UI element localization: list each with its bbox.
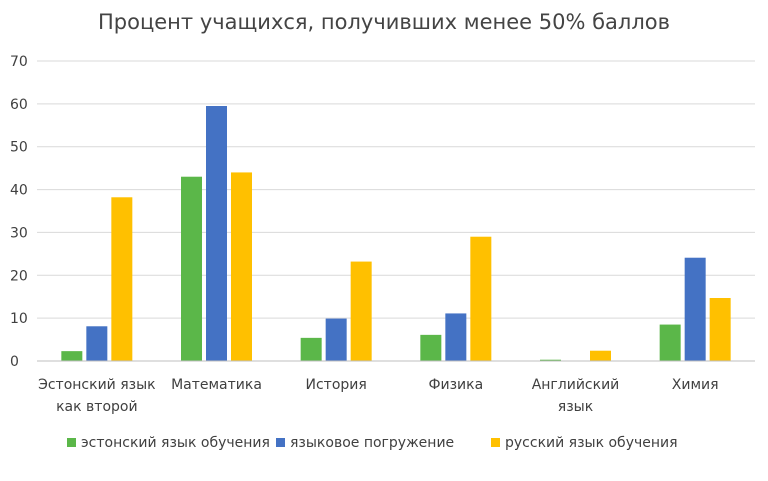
bars xyxy=(61,106,731,361)
category-labels: Эстонский язык как второй Математика Истори… xyxy=(38,377,718,415)
y-tick-label: 0 xyxy=(10,354,19,370)
legend-swatch xyxy=(67,438,76,447)
y-tick-label: 60 xyxy=(10,97,28,113)
legend-item: эстонский язык обучения xyxy=(67,435,270,451)
bar-series-1-cat-2 xyxy=(181,176,202,361)
bar-series-2-cat-4 xyxy=(445,313,467,361)
legend-label: эстонский язык обучения xyxy=(81,435,270,451)
bar-series-2-cat-2 xyxy=(206,106,227,361)
bar-series-3-cat-6 xyxy=(709,298,731,361)
bar-series-1-cat-4 xyxy=(420,334,442,361)
bar-series-2-cat-3 xyxy=(325,318,347,361)
bar-series-3-cat-4 xyxy=(470,236,492,361)
legend-item: русский язык обучения xyxy=(491,435,678,451)
category-label-line: как второй xyxy=(56,399,137,415)
category-label: Английский язык xyxy=(532,377,620,415)
category-label: Химия xyxy=(672,377,719,393)
legend-label: русский язык обучения xyxy=(505,435,678,451)
bar-series-2-cat-1 xyxy=(86,326,108,361)
category-label-line: Физика xyxy=(428,377,483,393)
y-tick-label: 40 xyxy=(10,183,28,199)
category-label: Физика xyxy=(428,377,483,393)
category-label-line: История xyxy=(306,377,367,393)
y-tick-label: 50 xyxy=(10,140,28,156)
category-label: История xyxy=(306,377,367,393)
legend-item: языковое погружение xyxy=(276,435,454,451)
category-label-line: Эстонский язык xyxy=(38,377,156,393)
legend-label: языковое погружение xyxy=(290,435,454,451)
legend-swatch xyxy=(491,438,500,447)
bar-series-3-cat-5 xyxy=(590,350,611,361)
bar-series-3-cat-2 xyxy=(231,172,252,361)
gridlines xyxy=(37,60,755,319)
category-label-line: язык xyxy=(558,399,593,415)
bar-series-1-cat-1 xyxy=(61,351,83,361)
bar-series-1-cat-5 xyxy=(540,359,561,361)
category-label-line: Математика xyxy=(171,377,262,393)
y-tick-label: 30 xyxy=(10,225,28,241)
y-tick-label: 20 xyxy=(10,268,28,284)
category-label: Эстонский язык как второй xyxy=(38,377,156,415)
chart-title: Процент учащихся, получивших менее 50% б… xyxy=(98,10,670,34)
bar-series-2-cat-6 xyxy=(684,257,706,361)
legend: эстонский язык обучения языковое погружен… xyxy=(67,435,678,451)
bar-series-3-cat-3 xyxy=(350,261,372,361)
legend-swatch xyxy=(276,438,285,447)
category-label-line: Химия xyxy=(672,377,719,393)
y-tick-label: 70 xyxy=(10,54,28,70)
bar-series-1-cat-3 xyxy=(300,337,322,361)
y-axis-ticks: 0 10 20 30 40 50 60 70 xyxy=(10,54,28,370)
category-label-line: Английский xyxy=(532,377,620,393)
bar-series-3-cat-1 xyxy=(111,197,133,361)
bar-series-1-cat-6 xyxy=(659,324,681,361)
y-tick-label: 10 xyxy=(10,311,28,327)
category-label: Математика xyxy=(171,377,262,393)
